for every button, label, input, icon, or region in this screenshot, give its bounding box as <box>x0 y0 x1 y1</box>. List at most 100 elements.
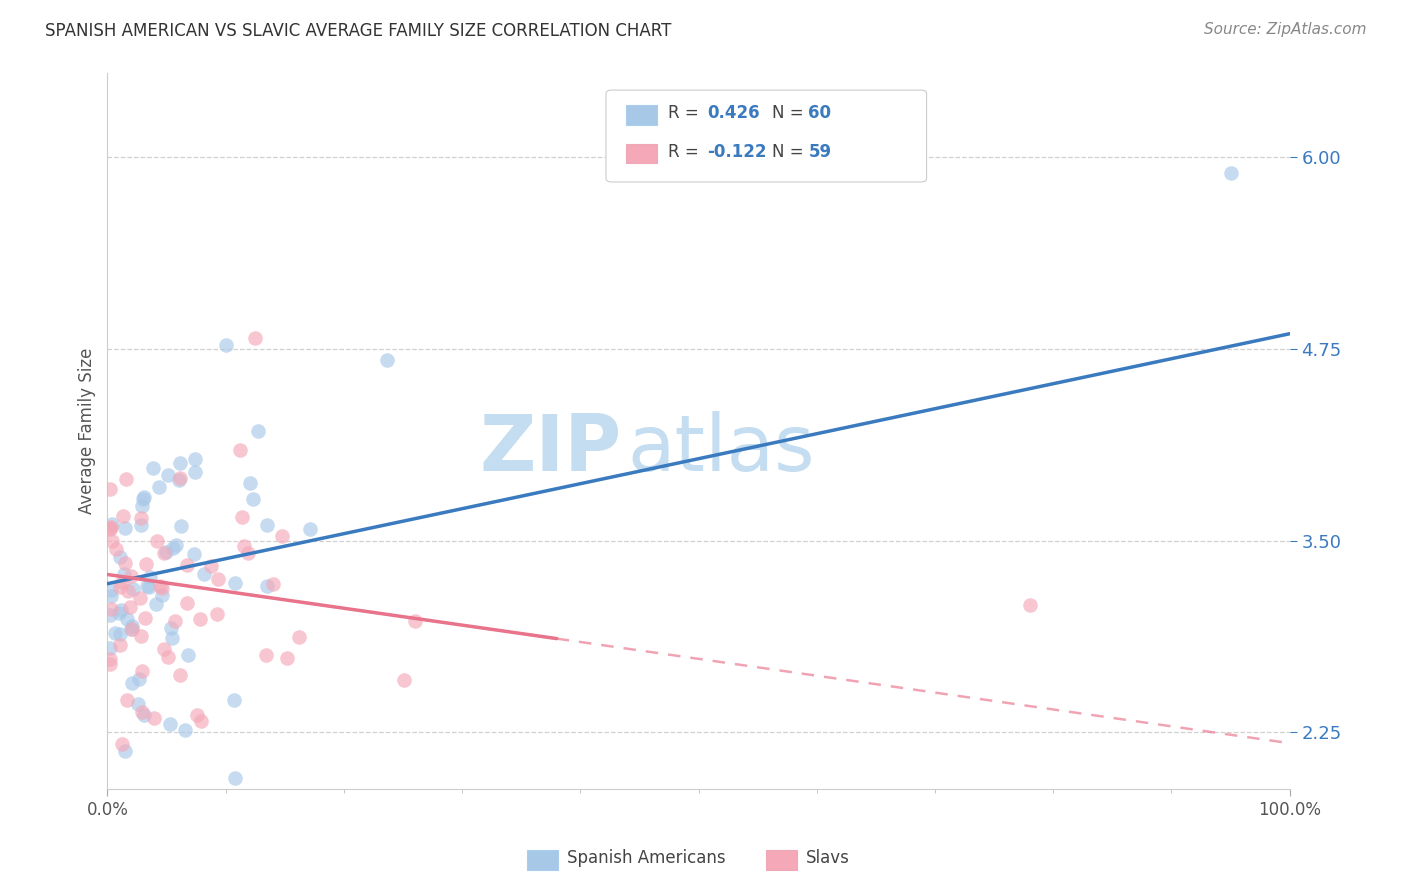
Point <box>288 630 311 644</box>
Point <box>242 492 264 507</box>
Text: Spanish Americans: Spanish Americans <box>567 849 725 867</box>
Point <box>152 546 174 560</box>
Point <box>165 538 187 552</box>
Point <box>112 566 135 581</box>
Point <box>165 614 187 628</box>
Text: N =: N = <box>772 104 808 122</box>
Point <box>169 456 191 470</box>
Point <box>176 558 198 572</box>
Point <box>271 529 294 543</box>
Point <box>121 623 143 637</box>
Point <box>110 639 132 653</box>
Point <box>256 518 278 533</box>
Point <box>1018 598 1040 612</box>
Point <box>184 465 207 479</box>
Point <box>169 471 191 485</box>
Point <box>193 566 215 581</box>
Point <box>135 579 157 593</box>
Point <box>299 522 322 536</box>
Y-axis label: Average Family Size: Average Family Size <box>79 348 96 515</box>
Point <box>98 657 121 671</box>
Point <box>127 698 149 712</box>
Point <box>114 521 136 535</box>
Point <box>215 337 238 351</box>
Point <box>98 522 121 536</box>
Point <box>256 579 278 593</box>
Text: N =: N = <box>772 143 808 161</box>
Point <box>135 557 157 571</box>
Point <box>134 708 156 723</box>
Point <box>150 581 173 595</box>
Point <box>276 651 298 665</box>
Point <box>148 480 170 494</box>
Point <box>138 580 160 594</box>
Text: R =: R = <box>668 104 704 122</box>
Point <box>254 648 277 662</box>
Point <box>100 589 122 603</box>
Point <box>156 468 179 483</box>
Point <box>145 597 167 611</box>
Point <box>155 545 177 559</box>
Point <box>229 442 252 457</box>
Point <box>162 541 184 555</box>
Text: R =: R = <box>668 143 704 161</box>
Point <box>104 541 127 556</box>
Point <box>108 606 131 620</box>
Point <box>156 649 179 664</box>
Point <box>128 591 150 605</box>
Point <box>205 607 228 621</box>
Point <box>146 533 169 548</box>
Point <box>98 521 121 535</box>
Point <box>100 516 122 531</box>
Point <box>100 520 122 534</box>
Point <box>142 461 165 475</box>
Point <box>120 569 142 583</box>
Point <box>186 707 208 722</box>
Point <box>176 596 198 610</box>
Point <box>239 476 262 491</box>
Point <box>200 559 222 574</box>
Text: ZIP: ZIP <box>479 411 621 487</box>
Point <box>138 569 160 583</box>
Point <box>188 612 211 626</box>
Point <box>117 612 139 626</box>
Point <box>150 588 173 602</box>
Text: Source: ZipAtlas.com: Source: ZipAtlas.com <box>1204 22 1367 37</box>
Point <box>162 631 184 645</box>
Point <box>121 619 143 633</box>
Point <box>1219 166 1241 180</box>
Text: Slavs: Slavs <box>806 849 849 867</box>
Point <box>132 491 155 506</box>
Text: 60: 60 <box>808 104 831 122</box>
Point <box>108 580 131 594</box>
Point <box>233 539 256 553</box>
Point <box>111 574 134 589</box>
Point <box>392 673 415 688</box>
Point <box>207 572 229 586</box>
Point <box>170 519 193 533</box>
Point <box>131 664 153 678</box>
Point <box>117 583 139 598</box>
Point <box>108 627 131 641</box>
Point <box>262 577 284 591</box>
Point <box>222 692 245 706</box>
Text: atlas: atlas <box>627 411 815 487</box>
Point <box>377 353 399 368</box>
Point <box>128 672 150 686</box>
Point <box>167 473 190 487</box>
Point <box>142 710 165 724</box>
Point <box>114 556 136 570</box>
Point <box>104 625 127 640</box>
Point <box>224 772 246 786</box>
Point <box>115 472 138 486</box>
Point <box>120 599 142 614</box>
Text: 59: 59 <box>808 143 831 161</box>
Text: 0.426: 0.426 <box>707 104 759 122</box>
Point <box>243 331 266 345</box>
Text: SPANISH AMERICAN VS SLAVIC AVERAGE FAMILY SIZE CORRELATION CHART: SPANISH AMERICAN VS SLAVIC AVERAGE FAMIL… <box>45 22 672 40</box>
Point <box>121 676 143 690</box>
Point <box>159 716 181 731</box>
Point <box>115 693 138 707</box>
Point <box>129 518 152 533</box>
Point <box>108 549 131 564</box>
